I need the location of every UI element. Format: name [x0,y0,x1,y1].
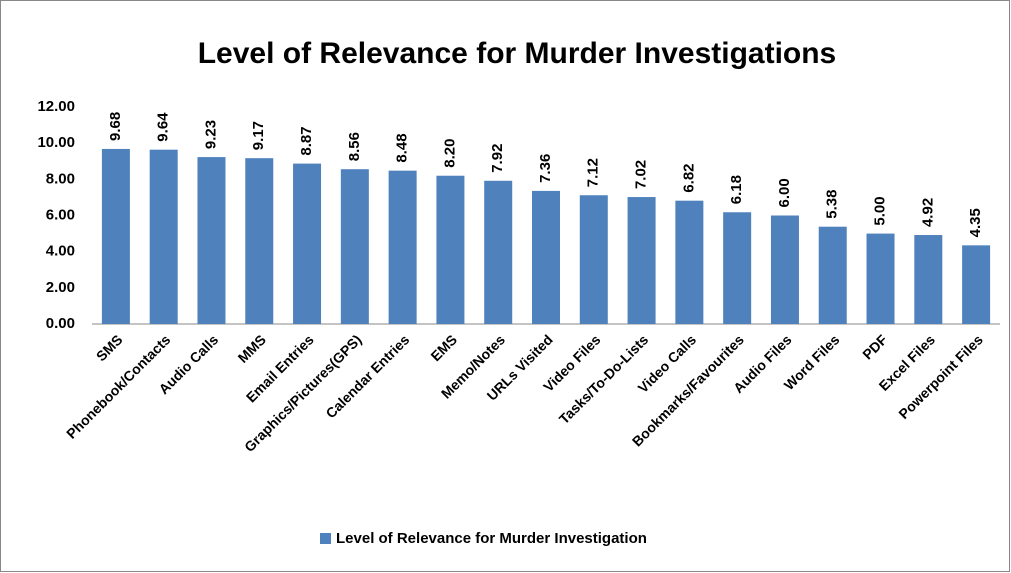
data-label: 7.36 [537,154,554,183]
data-label: 6.18 [728,175,745,204]
data-label: 4.92 [919,198,936,227]
bar [532,190,560,324]
data-label: 5.38 [824,190,841,219]
bar [627,197,656,324]
bar [149,149,178,324]
y-tick-label: 8.00 [46,170,75,187]
bar [723,212,752,324]
data-label: 7.92 [489,144,506,173]
bar [245,158,274,324]
y-tick-label: 12.00 [37,98,75,115]
data-label: 6.82 [680,163,697,192]
y-tick-label: 4.00 [46,243,75,260]
bar [484,180,513,324]
bar [340,169,369,324]
y-tick-label: 10.00 [37,134,75,151]
bar [293,163,322,324]
bar [388,170,417,324]
data-label: 8.20 [441,139,458,168]
legend-label: Level of Relevance for Murder Investigat… [336,530,647,547]
y-tick-label: 2.00 [46,279,75,296]
bar [675,200,704,324]
data-label: 9.17 [250,121,267,150]
data-label: 8.87 [298,126,315,155]
data-label: 9.64 [155,112,172,142]
bar [579,195,608,324]
bar [101,148,130,324]
data-label: 6.00 [776,178,793,207]
data-label: 5.00 [871,196,888,225]
bar [197,157,226,324]
data-label: 7.02 [633,160,650,189]
y-tick-label: 0.00 [46,315,75,332]
data-label: 7.12 [585,158,602,187]
data-label: 9.23 [202,120,219,149]
data-label: 9.68 [107,112,124,141]
bar [818,226,847,324]
data-label: 8.56 [346,132,363,161]
chart-title: Level of Relevance for Murder Investigat… [198,37,837,70]
bar [866,233,895,324]
bar [962,245,991,324]
legend-swatch [320,533,331,544]
bar [436,175,465,324]
bar [770,215,799,324]
y-tick-label: 6.00 [46,206,75,223]
bar [914,235,943,324]
data-label: 4.35 [967,208,984,237]
data-label: 8.48 [394,133,411,162]
